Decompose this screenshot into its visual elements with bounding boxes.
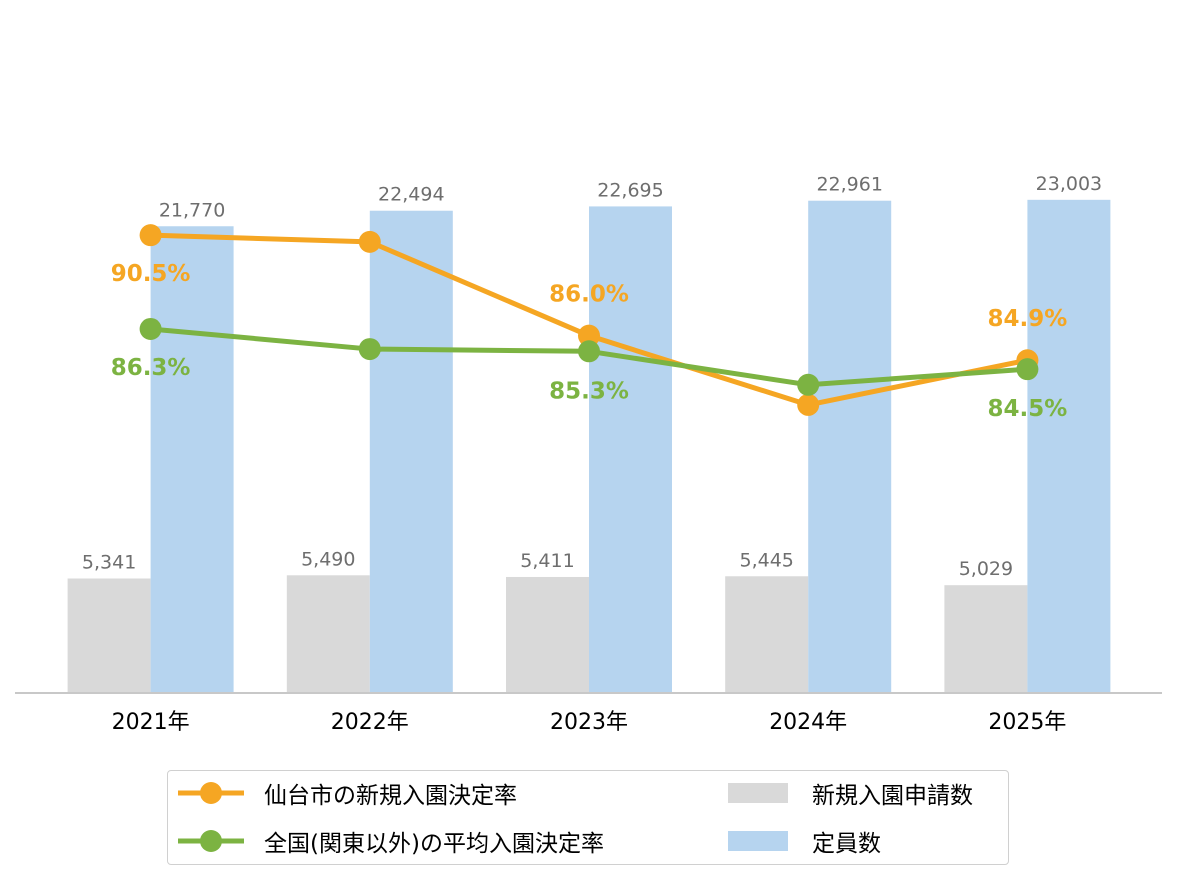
bar-applications — [725, 576, 809, 693]
point-national — [358, 338, 381, 361]
point-sendai — [139, 224, 162, 247]
legend-swatch-applications — [728, 783, 788, 803]
legend-marker-national-icon — [178, 830, 244, 852]
bar-applications — [506, 576, 589, 693]
data-label-capacity: 23,003 — [1036, 173, 1102, 195]
legend: 仙台市の新規入園決定率 全国(関東以外)の平均入園決定率 新規入園申請数 定員数 — [167, 770, 1009, 865]
data-label-capacity: 21,770 — [159, 199, 225, 221]
x-tick-label: 2023年 — [550, 710, 628, 735]
bar-capacity — [1027, 199, 1111, 693]
point-national — [797, 373, 820, 396]
legend-item-sendai-rate: 仙台市の新規入園決定率 — [178, 777, 517, 809]
x-tick-label: 2022年 — [331, 710, 409, 735]
data-label-capacity: 22,961 — [816, 174, 882, 196]
legend-label-applications: 新規入園申請数 — [812, 783, 973, 809]
bar-capacity — [150, 226, 234, 693]
data-label-applications: 5,490 — [301, 548, 355, 570]
bar-applications — [286, 575, 370, 693]
point-national — [578, 340, 600, 363]
data-label-sendai: 84.9% — [988, 306, 1068, 332]
legend-label-capacity: 定員数 — [812, 831, 881, 857]
point-national — [1016, 358, 1039, 381]
data-label-capacity: 22,695 — [597, 179, 663, 201]
legend-marker-sendai-icon — [178, 782, 244, 804]
legend-swatch-capacity — [728, 831, 788, 851]
bar-applications — [944, 585, 1028, 693]
data-label-capacity: 22,494 — [378, 184, 444, 206]
data-label-national: 85.3% — [549, 378, 629, 404]
point-sendai — [578, 324, 600, 347]
bar-capacity — [369, 210, 453, 693]
data-label-sendai: 86.0% — [549, 282, 629, 308]
data-label-national: 84.5% — [988, 396, 1068, 422]
legend-label-national-rate: 全国(関東以外)の平均入園決定率 — [264, 831, 604, 857]
data-label-national: 86.3% — [111, 355, 191, 381]
legend-item-applications: 新規入園申請数 — [728, 777, 973, 809]
bar-capacity — [589, 206, 672, 694]
data-label-applications: 5,445 — [739, 549, 793, 571]
data-label-sendai: 90.5% — [111, 261, 191, 287]
point-sendai — [797, 393, 820, 416]
point-national — [139, 317, 162, 340]
bar-capacity — [808, 200, 892, 693]
legend-label-sendai-rate: 仙台市の新規入園決定率 — [264, 783, 517, 809]
point-sendai — [358, 230, 381, 253]
legend-item-national-rate: 全国(関東以外)の平均入園決定率 — [178, 825, 604, 857]
x-tick-label: 2025年 — [988, 710, 1066, 735]
x-tick-label: 2024年 — [769, 710, 847, 735]
x-tick-label: 2021年 — [112, 710, 190, 735]
legend-item-capacity: 定員数 — [728, 825, 881, 857]
data-label-applications: 5,411 — [520, 550, 574, 572]
data-label-applications: 5,341 — [82, 551, 136, 573]
data-label-applications: 5,029 — [959, 558, 1013, 580]
bar-applications — [67, 578, 151, 693]
